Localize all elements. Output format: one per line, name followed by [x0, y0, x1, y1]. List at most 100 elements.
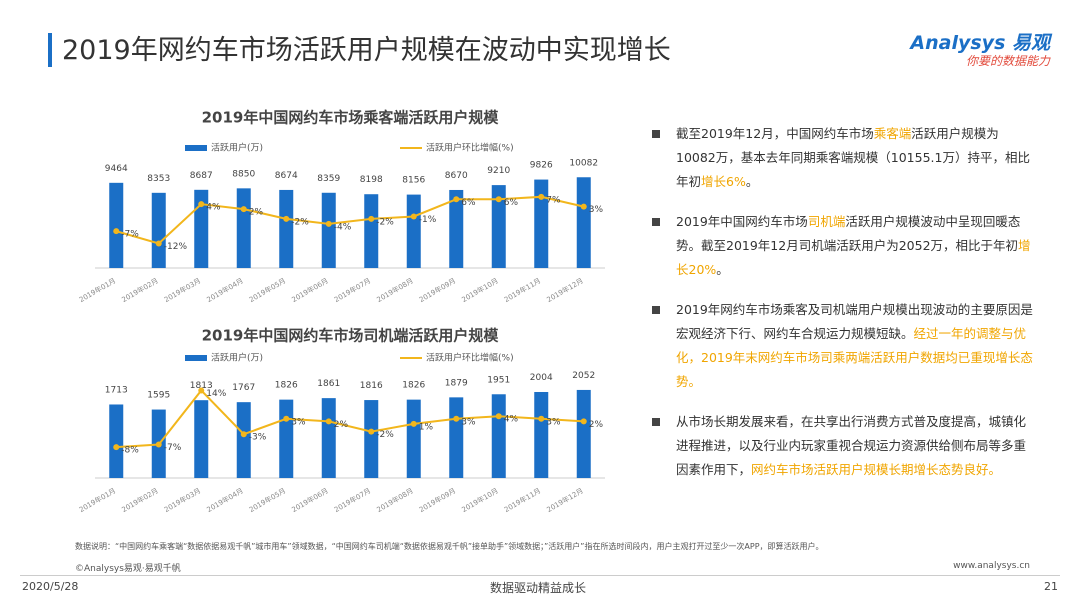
line-point — [368, 428, 375, 435]
legend-swatch — [185, 145, 207, 151]
x-tick-label: 2019年02月 — [120, 486, 160, 514]
bar — [534, 179, 549, 268]
x-tick-label: 2019年06月 — [290, 276, 330, 304]
line-point — [240, 431, 247, 438]
bar — [321, 398, 336, 478]
title-accent — [48, 33, 52, 67]
bullet-text: 乘客端 — [873, 126, 912, 141]
bar — [534, 391, 549, 478]
x-tick-label: 2019年10月 — [460, 276, 500, 304]
bullet: 2019年中国网约车市场司机端活跃用户规模波动中呈现回暖态势。截至2019年12… — [650, 210, 1035, 282]
bar-label: 1826 — [402, 381, 425, 391]
legend-label: 活跃用户环比增幅(%) — [426, 142, 514, 154]
x-tick-label: 2019年08月 — [375, 276, 415, 304]
line-point — [198, 387, 205, 394]
legend-label: 活跃用户(万) — [211, 352, 263, 364]
x-tick-label: 2019年01月 — [77, 276, 117, 304]
bullet-text: 活跃用户规模波动中呈现回暖态势。截至2019年12月司机端活跃用户为2052万，… — [676, 214, 1021, 253]
bar-label: 1767 — [232, 383, 255, 393]
line-point — [368, 215, 375, 222]
line-point — [538, 193, 545, 200]
bar-label: 1816 — [360, 381, 383, 391]
x-tick-label: 2019年02月 — [120, 276, 160, 304]
line-point — [155, 441, 162, 448]
bar — [406, 399, 421, 478]
x-tick-label: 2019年09月 — [417, 276, 457, 304]
line-point — [240, 206, 247, 213]
bullet-text: 增长20% — [676, 238, 1031, 277]
data-note: 数据说明：“中国网约车乘客端“数据依据易观千帆”城市用车”领域数据，“中国网约车… — [75, 542, 824, 551]
chart-title: 2019年中国网约车市场乘客端活跃用户规模 — [202, 109, 500, 127]
x-tick-label: 2019年07月 — [332, 486, 372, 514]
bullet-list: 截至2019年12月，中国网约车市场乘客端活跃用户规模为10082万，基本去年同… — [650, 122, 1035, 498]
bar — [576, 389, 591, 478]
bar — [491, 185, 506, 268]
line-label: 1% — [419, 422, 434, 432]
bullet-text: 。 — [716, 262, 729, 277]
x-tick-label: 2019年07月 — [332, 276, 372, 304]
bullet-text: 司机端 — [807, 214, 846, 229]
bar-label: 1826 — [275, 381, 298, 391]
date: 2020/5/28 — [22, 580, 79, 593]
bar-label: 1813 — [190, 381, 213, 391]
bar-label: 9826 — [530, 161, 553, 171]
logo-slogan: 你要的数据能力 — [965, 54, 1050, 68]
line-point — [325, 418, 332, 425]
line-label: -2% — [376, 430, 394, 440]
line-label: -2% — [291, 217, 309, 227]
bar — [109, 182, 124, 268]
line-label: -12% — [164, 242, 188, 252]
line-label: 2% — [589, 420, 604, 430]
bar — [236, 188, 251, 268]
line-point — [283, 215, 290, 222]
bullet-text: 。 — [745, 174, 759, 189]
bar — [321, 192, 336, 268]
line-point — [113, 444, 120, 451]
legend-label: 活跃用户环比增幅(%) — [426, 352, 514, 364]
line-label: 14% — [206, 389, 226, 399]
footer-rule — [20, 575, 1060, 576]
x-tick-label: 2019年11月 — [502, 486, 542, 514]
x-tick-label: 2019年09月 — [417, 486, 457, 514]
line-label: -3% — [249, 433, 267, 443]
bar — [576, 177, 591, 268]
bar — [364, 194, 379, 268]
bullet-text: 经过一年的调整与优化，2019年末网约车市场司乘两端活跃用户数据均已重现增长态势… — [676, 326, 1033, 389]
x-tick-label: 2019年10月 — [460, 486, 500, 514]
x-tick-label: 2019年03月 — [162, 276, 202, 304]
bullet-text: 截至2019年12月，中国网约车市场 — [676, 126, 874, 141]
x-tick-label: 2019年01月 — [77, 486, 117, 514]
bar-label: 9464 — [105, 164, 128, 174]
line-point — [410, 213, 417, 220]
bar — [406, 194, 421, 268]
x-tick-label: 2019年11月 — [502, 276, 542, 304]
page-number: 21 — [1044, 580, 1058, 593]
line-point — [113, 228, 120, 235]
bullet-text: 2019年网约车市场乘客及司机端用户规模出现波动的主要原因是宏观经济下行、网约车… — [676, 302, 1033, 341]
bullet-text: 网约车市场活跃用户规模长期增长态势良好。 — [751, 462, 1002, 477]
chart-title: 2019年中国网约车市场司机端活跃用户规模 — [202, 327, 500, 345]
line-label: 3% — [461, 417, 476, 427]
bar — [449, 189, 464, 268]
footer-slogan: 数据驱动精益成长 — [490, 581, 587, 595]
line — [116, 388, 584, 449]
bar — [236, 402, 251, 478]
bullet-text: 从市场长期发展来看，在共享出行消费方式普及度提高，城镇化进程推进，以及行业内玩家… — [676, 414, 1027, 477]
bar-label: 8156 — [402, 176, 425, 186]
x-tick-label: 2019年12月 — [545, 276, 585, 304]
line-label: 4% — [206, 203, 221, 213]
line-label: 6% — [461, 198, 476, 208]
slide-title: 2019年网约车市场活跃用户规模在波动中实现增长 — [62, 35, 671, 66]
logo: Analysys 易观 — [910, 32, 1050, 54]
line-label: 3% — [546, 417, 561, 427]
copyright: ©Analysys易观·易观千帆 — [75, 564, 181, 574]
bar-label: 1951 — [487, 375, 510, 385]
line-point — [410, 420, 417, 427]
line-label: 3% — [589, 205, 604, 215]
bar-label: 1879 — [445, 378, 468, 388]
line-point — [283, 415, 290, 422]
bar-label: 1861 — [317, 379, 340, 389]
line-label: 6% — [504, 198, 519, 208]
bar — [109, 404, 124, 478]
bar-label: 8670 — [445, 171, 468, 181]
